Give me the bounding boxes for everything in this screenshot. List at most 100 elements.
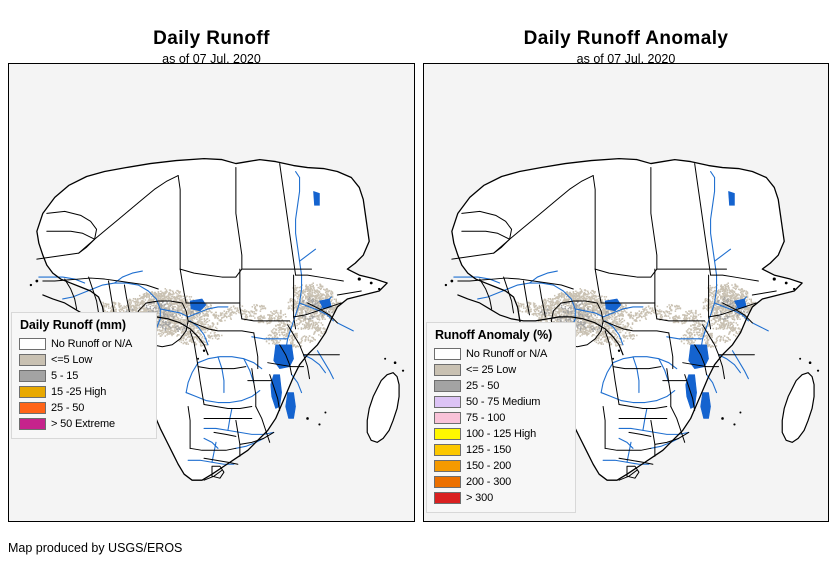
runoff-cell [577, 315, 579, 317]
runoff-cell [296, 297, 299, 300]
river [243, 358, 255, 384]
panel-daily-runoff: Daily Runoff as of 07 Jul. 2020 [8, 28, 415, 66]
runoff-cell [316, 326, 318, 329]
runoff-cell [321, 297, 324, 300]
runoff-cell [162, 319, 165, 322]
runoff-cell [196, 318, 198, 320]
runoff-cell [161, 324, 163, 327]
country-border [42, 277, 159, 290]
runoff-cell [292, 339, 295, 342]
runoff-cell [555, 296, 557, 299]
runoff-cell [249, 314, 252, 316]
runoff-cell [193, 315, 196, 318]
runoff-cell [582, 321, 584, 324]
runoff-cell [586, 295, 589, 297]
runoff-cell [169, 320, 171, 322]
runoff-cell [208, 336, 210, 339]
runoff-cell [572, 314, 575, 317]
runoff-cell [193, 321, 195, 324]
runoff-cell [227, 308, 229, 311]
runoff-cell [164, 335, 167, 337]
runoff-cell [327, 293, 329, 296]
runoff-cell [109, 307, 112, 309]
runoff-cell [79, 303, 82, 306]
runoff-cell [166, 327, 168, 330]
runoff-cell [583, 306, 585, 309]
runoff-cell [176, 325, 178, 327]
runoff-cell [560, 309, 562, 312]
legend-swatch [19, 401, 46, 414]
runoff-cell [178, 328, 181, 330]
runoff-cell [216, 327, 218, 330]
runoff-cell [570, 313, 573, 316]
runoff-cell [180, 339, 182, 341]
runoff-cell [328, 294, 330, 297]
runoff-cell [291, 340, 293, 342]
runoff-cell [591, 304, 594, 307]
runoff-cell [308, 306, 310, 309]
runoff-cell [71, 304, 74, 306]
runoff-cell [292, 343, 294, 345]
runoff-cell [270, 311, 272, 313]
runoff-cell [51, 304, 54, 306]
runoff-cell [255, 312, 257, 315]
runoff-cell [188, 307, 190, 309]
country-border [179, 268, 187, 304]
runoff-cell [185, 319, 188, 322]
runoff-cell [178, 292, 181, 294]
map-daily-runoff-anomaly[interactable]: Runoff Anomaly (%) No Runoff or N/A <= 25… [423, 63, 829, 522]
runoff-cell [183, 337, 185, 340]
runoff-cell [344, 310, 347, 312]
runoff-cell [587, 309, 590, 311]
runoff-cell [275, 324, 277, 327]
runoff-cell [123, 305, 125, 307]
runoff-cell [165, 291, 168, 293]
runoff-cell [563, 309, 565, 312]
runoff-cell [121, 307, 124, 309]
runoff-cell [580, 331, 582, 334]
runoff-cell [194, 335, 196, 338]
runoff-cell [277, 327, 280, 329]
runoff-cell [317, 286, 319, 289]
runoff-cell [324, 318, 326, 320]
runoff-cell [175, 314, 178, 316]
runoff-cell [177, 318, 180, 320]
runoff-cell [293, 337, 296, 339]
runoff-cell [162, 329, 164, 332]
runoff-cell [168, 321, 170, 324]
runoff-cell [269, 314, 272, 317]
runoff-cell [169, 314, 171, 316]
runoff-cell [329, 309, 332, 311]
runoff-cell [220, 312, 222, 315]
runoff-cell [263, 315, 265, 317]
runoff-cell [314, 290, 316, 293]
runoff-cell [158, 310, 160, 312]
map-daily-runoff[interactable]: Daily Runoff (mm) No Runoff or N/A <=5 Lo… [8, 63, 415, 522]
runoff-cell [72, 302, 74, 304]
runoff-cell [276, 333, 278, 335]
runoff-cell [572, 311, 574, 314]
runoff-cell [328, 310, 330, 312]
runoff-cell [306, 322, 308, 324]
runoff-cell [595, 327, 597, 329]
runoff-cell [290, 322, 293, 324]
runoff-cell [51, 307, 54, 310]
runoff-cell [165, 307, 167, 309]
runoff-cell [180, 307, 183, 310]
runoff-cell [172, 291, 175, 294]
runoff-cell [282, 331, 285, 334]
country-border [267, 362, 305, 368]
runoff-cell [174, 306, 176, 308]
runoff-cell [293, 299, 296, 301]
country-border [46, 210, 98, 254]
runoff-cell [308, 327, 311, 330]
runoff-cell [183, 327, 186, 330]
runoff-cell [310, 339, 312, 342]
runoff-cell [317, 329, 319, 331]
runoff-cell [170, 289, 172, 292]
runoff-cell [161, 334, 163, 336]
runoff-cell [301, 297, 303, 300]
runoff-cell [593, 301, 595, 303]
runoff-cell [309, 341, 311, 344]
runoff-cell [171, 297, 173, 300]
